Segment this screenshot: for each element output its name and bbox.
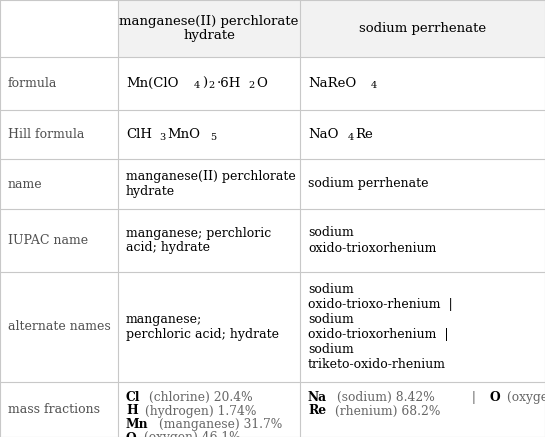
Bar [118, 0, 300, 57]
Text: ): ) [202, 77, 207, 90]
Text: sodium
oxido-trioxorhenium: sodium oxido-trioxorhenium [308, 226, 437, 254]
Text: Mn: Mn [126, 418, 149, 431]
Text: IUPAC name: IUPAC name [8, 234, 88, 247]
Text: manganese; perchloric
acid; hydrate: manganese; perchloric acid; hydrate [126, 226, 271, 254]
Text: 4: 4 [193, 81, 200, 90]
Text: ClH: ClH [126, 128, 152, 141]
Text: formula: formula [8, 77, 57, 90]
Text: name: name [8, 177, 43, 191]
Text: NaReO: NaReO [308, 77, 356, 90]
Text: 3: 3 [160, 132, 166, 142]
Text: (hydrogen) 1.74%: (hydrogen) 1.74% [141, 405, 257, 417]
Text: 2: 2 [208, 81, 215, 90]
Text: 4: 4 [347, 132, 354, 142]
Text: (chlorine) 20.4%: (chlorine) 20.4% [145, 391, 252, 404]
Text: alternate names: alternate names [8, 320, 111, 333]
Text: |: | [464, 391, 484, 404]
Text: NaO: NaO [308, 128, 338, 141]
Text: MnO: MnO [168, 128, 201, 141]
Text: O: O [256, 77, 267, 90]
Text: ·6H: ·6H [216, 77, 241, 90]
Text: (sodium) 8.42%: (sodium) 8.42% [332, 391, 434, 404]
Text: (oxygen) 46.1%: (oxygen) 46.1% [140, 431, 240, 437]
Text: manganese(II) perchlorate
hydrate: manganese(II) perchlorate hydrate [119, 14, 299, 42]
Text: O: O [126, 431, 137, 437]
Text: Mn(ClO: Mn(ClO [126, 77, 179, 90]
Text: manganese;
perchloric acid; hydrate: manganese; perchloric acid; hydrate [126, 313, 279, 341]
Text: Re: Re [355, 128, 373, 141]
Text: 4: 4 [370, 81, 377, 90]
Text: Re: Re [308, 405, 326, 417]
Text: O: O [489, 391, 500, 404]
Text: Hill formula: Hill formula [8, 128, 84, 141]
Text: 5: 5 [210, 132, 216, 142]
Text: mass fractions: mass fractions [8, 403, 100, 416]
Bar [300, 0, 545, 57]
Text: Na: Na [308, 391, 327, 404]
Text: H: H [126, 405, 138, 417]
Text: (manganese) 31.7%: (manganese) 31.7% [155, 418, 282, 431]
Text: sodium perrhenate: sodium perrhenate [308, 177, 428, 191]
Text: 2: 2 [248, 81, 254, 90]
Text: Cl: Cl [126, 391, 141, 404]
Text: manganese(II) perchlorate
hydrate: manganese(II) perchlorate hydrate [126, 170, 296, 198]
Text: (rhenium) 68.2%: (rhenium) 68.2% [331, 405, 441, 417]
Text: sodium perrhenate: sodium perrhenate [359, 22, 486, 35]
Text: (oxygen) 23.4%: (oxygen) 23.4% [503, 391, 545, 404]
Text: sodium
oxido-trioxo-rhenium  |
sodium
oxido-trioxorhenium  |
sodium
triketo-oxid: sodium oxido-trioxo-rhenium | sodium oxi… [308, 283, 453, 371]
